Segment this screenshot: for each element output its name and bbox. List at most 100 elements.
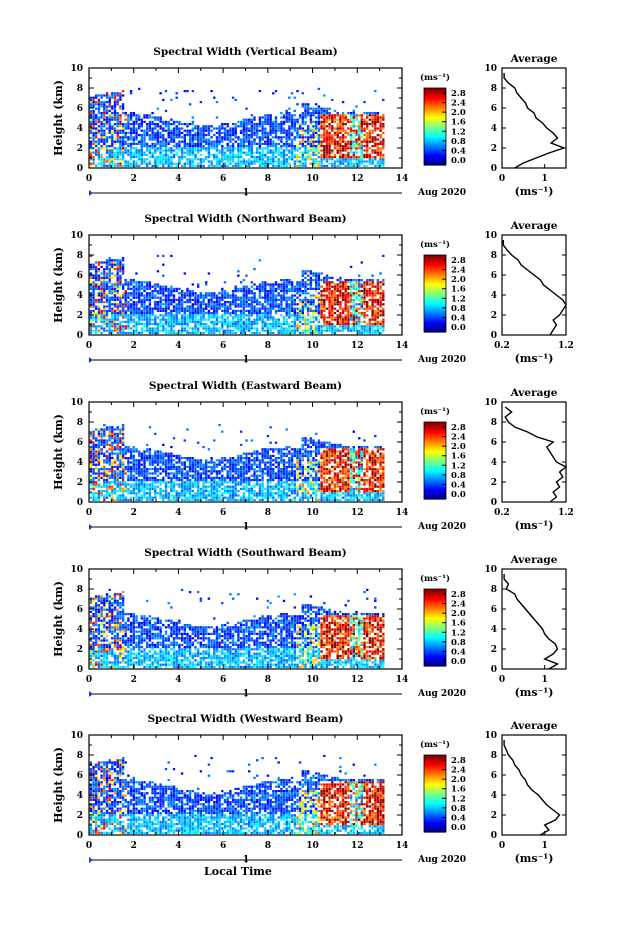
heatmap-cell xyxy=(119,327,122,330)
heatmap-cell xyxy=(374,116,377,119)
heatmap-cell xyxy=(129,112,133,115)
heatmap-cell xyxy=(210,303,213,306)
heatmap-cell xyxy=(100,465,103,468)
heatmap-cell xyxy=(248,123,251,126)
heatmap-cell xyxy=(349,316,353,319)
heatmap-cell xyxy=(121,441,125,444)
heatmap-cell xyxy=(103,268,106,271)
heatmap-cell xyxy=(108,123,111,126)
heatmap-cell xyxy=(156,118,160,121)
y-tick-label: 6 xyxy=(77,104,83,114)
heatmap-cell xyxy=(258,296,262,299)
heatmap-cell xyxy=(167,142,170,145)
heatmap-cell xyxy=(352,327,355,330)
heatmap-cell xyxy=(199,296,203,299)
heatmap-cell xyxy=(111,296,114,299)
heatmap-cell xyxy=(250,309,253,312)
heatmap-cell xyxy=(116,479,119,482)
heatmap-cell xyxy=(272,298,275,301)
heatmap-cell xyxy=(92,435,95,438)
heatmap-cell xyxy=(290,114,294,117)
heatmap-cell xyxy=(336,127,339,130)
heatmap-cell xyxy=(231,138,235,141)
heatmap-cell xyxy=(277,318,280,321)
heatmap-cell xyxy=(97,109,101,112)
heatmap-cell xyxy=(103,138,106,141)
heatmap-cell xyxy=(199,162,203,165)
heatmap-cell xyxy=(379,312,382,315)
heatmap-cell xyxy=(215,140,219,143)
heatmap-cell xyxy=(167,314,170,317)
heatmap-cell xyxy=(92,118,95,121)
heatmap-cell xyxy=(124,296,127,299)
heatmap-cell xyxy=(143,136,146,139)
heatmap-cell xyxy=(188,164,192,167)
heatmap-cell xyxy=(250,160,253,163)
heatmap-cell xyxy=(162,162,165,165)
heatmap-cell xyxy=(113,474,117,477)
heatmap-cell xyxy=(218,142,221,145)
heatmap-cell xyxy=(264,287,267,290)
x-tick-label: 2 xyxy=(131,341,137,351)
heatmap-cell xyxy=(277,285,280,288)
heatmap-cell xyxy=(352,279,355,282)
heatmap-cell xyxy=(154,316,157,319)
heatmap-cell xyxy=(352,151,355,154)
heatmap-cell xyxy=(296,156,299,159)
heatmap-cell xyxy=(223,158,227,161)
heatmap-cell xyxy=(111,160,114,163)
heatmap-cell xyxy=(226,136,229,139)
heatmap-cell xyxy=(374,114,377,117)
heatmap-cell xyxy=(215,309,219,312)
heatmap-cell xyxy=(100,296,103,299)
heatmap-cell xyxy=(202,309,205,312)
heatmap-cell xyxy=(175,127,178,130)
heatmap-cell xyxy=(89,162,93,165)
heatmap-cell xyxy=(288,107,291,110)
heatmap-cell xyxy=(113,105,117,108)
heatmap-cell xyxy=(108,298,111,301)
heatmap-cell xyxy=(167,318,170,321)
heatmap-cell xyxy=(325,320,329,323)
heatmap-cell xyxy=(349,114,353,117)
heatmap-cell xyxy=(194,298,197,301)
heatmap-cell xyxy=(223,314,227,317)
heatmap-cell xyxy=(100,147,103,150)
heatmap-cell xyxy=(191,145,194,148)
heatmap-cell xyxy=(374,151,377,154)
heatmap-cell xyxy=(172,318,176,321)
heatmap-cell xyxy=(129,162,133,165)
heatmap-cell xyxy=(202,325,205,328)
heatmap-cell xyxy=(379,162,382,165)
colorbar-tick-label: 0.4 xyxy=(451,146,466,156)
heatmap-cell xyxy=(379,156,382,159)
heatmap-cell xyxy=(103,470,106,473)
heatmap-cell xyxy=(108,318,111,321)
heatmap-cell xyxy=(197,142,200,145)
colorbar-step xyxy=(424,158,446,161)
heatmap-cell xyxy=(315,147,318,150)
heatmap-cell xyxy=(89,101,93,104)
heatmap-cell xyxy=(105,116,109,119)
heatmap-cell xyxy=(341,127,345,130)
heatmap-cell xyxy=(89,476,93,479)
heatmap-cell xyxy=(119,125,122,128)
heatmap-cell xyxy=(315,281,318,284)
heatmap-cell xyxy=(95,329,98,332)
heatmap-cell xyxy=(202,158,205,161)
heatmap-cell xyxy=(121,164,125,167)
heatmap-cell xyxy=(242,298,245,301)
heatmap-cell xyxy=(97,485,101,488)
colorbar-step xyxy=(424,132,446,135)
heatmap-cell xyxy=(358,281,361,284)
heatmap-cell xyxy=(132,318,135,321)
heatmap-cell xyxy=(103,312,106,315)
heatmap-cell xyxy=(92,470,95,473)
heatmap-cell xyxy=(242,312,245,315)
heatmap-cell xyxy=(264,285,267,288)
heatmap-cell xyxy=(95,120,98,123)
heatmap-cell xyxy=(221,158,224,161)
heatmap-cell xyxy=(328,290,331,293)
colorbar-step xyxy=(424,276,446,279)
heatmap-cell xyxy=(213,325,216,328)
